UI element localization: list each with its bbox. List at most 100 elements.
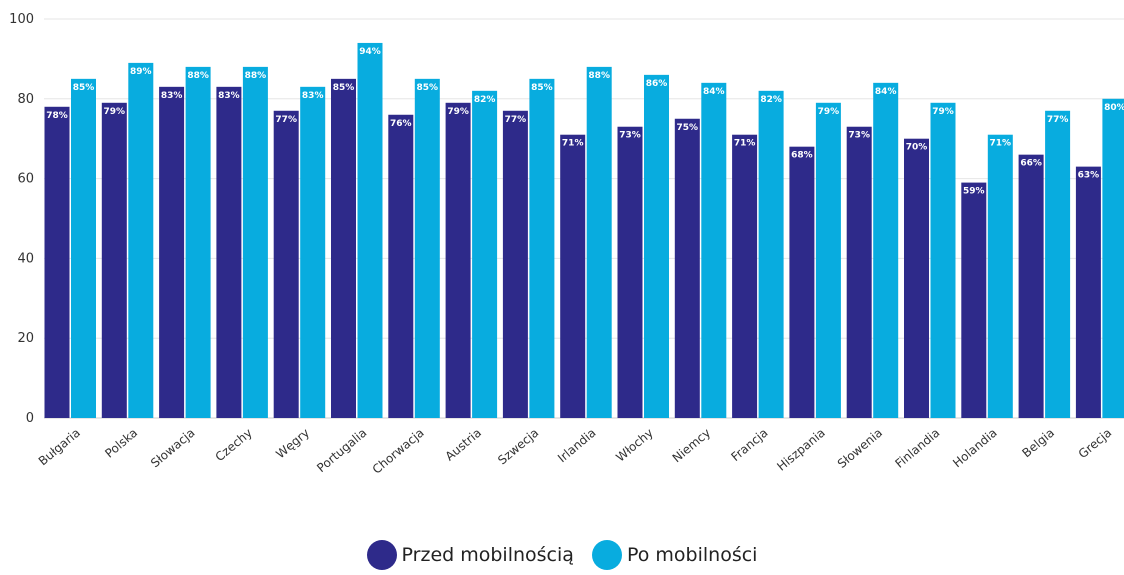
legend-swatch-before [367,540,397,570]
bar [503,111,528,418]
bar [789,147,814,418]
bar [1102,99,1124,418]
y-tick-label: 80 [17,92,34,107]
y-tick-label: 60 [17,172,34,187]
data-label: 85% [417,83,439,93]
legend-item-after: Po mobilności [592,540,758,570]
data-label: 85% [73,83,95,93]
bar [45,107,70,418]
bar [1045,111,1070,418]
bar [446,103,471,418]
bar [472,91,497,418]
bar [931,103,956,418]
data-label: 82% [474,95,496,105]
x-tick-label: Austria [443,426,484,464]
bar [243,67,268,418]
data-label: 76% [390,119,412,129]
data-label: 88% [187,71,209,81]
bar [274,111,299,418]
data-label: 88% [588,71,610,81]
legend-swatch-after [592,540,622,570]
x-tick-label: Włochy [613,426,656,465]
bar [644,75,669,418]
legend-item-before: Przed mobilnością [367,540,574,570]
x-tick-label: Słowenia [835,426,885,471]
legend-label-after: Po mobilności [627,544,758,566]
bar [128,63,153,418]
x-tick-label: Finlandia [892,426,942,471]
data-label: 86% [646,79,668,89]
x-tick-label: Węgry [273,426,312,462]
data-label: 84% [875,87,897,97]
bar [587,67,612,418]
bar [388,115,413,418]
data-label: 63% [1078,171,1100,181]
bar [816,103,841,418]
data-label: 84% [703,87,725,97]
bar [847,127,872,418]
data-label: 83% [161,91,183,101]
x-tick-label: Bułgaria [36,426,83,469]
data-label: 94% [359,47,381,57]
data-label: 68% [791,151,813,161]
data-label: 77% [275,115,297,125]
data-label: 79% [104,107,126,117]
data-label: 71% [734,139,756,149]
data-label: 75% [677,123,699,133]
x-tick-label: Grecja [1076,426,1115,462]
y-axis: 0 20 40 60 80 100 [9,12,34,426]
bar [675,119,700,418]
y-tick-label: 0 [26,411,34,426]
bar [701,83,726,418]
data-label: 79% [447,107,469,117]
bar [873,83,898,418]
data-label: 73% [848,131,870,141]
x-tick-label: Chorwacja [370,426,427,477]
data-label: 71% [990,139,1012,149]
bar [961,183,986,418]
bar [618,127,643,418]
data-label: 85% [531,83,553,93]
data-label: 79% [932,107,954,117]
bar [186,67,211,418]
data-label: 83% [302,91,324,101]
x-tick-label: Belgia [1019,426,1057,461]
data-label: 79% [818,107,840,117]
data-label: 71% [562,139,584,149]
bar [159,87,184,418]
data-label: 73% [619,131,641,141]
x-tick-label: Francja [728,426,770,465]
data-label: 78% [46,111,68,121]
x-tick-label: Irlandia [555,426,599,466]
bar [300,87,325,418]
bar [904,139,929,418]
bar [71,79,96,418]
bar [988,135,1013,418]
x-tick-label: Słowacja [148,426,197,471]
bar [415,79,440,418]
data-label: 77% [1047,115,1069,125]
data-label: 89% [130,67,152,77]
data-label: 85% [333,83,355,93]
bar [1076,167,1101,418]
legend: Przed mobilnością Po mobilności [0,540,1124,575]
y-tick-label: 100 [9,12,34,27]
bar [331,79,356,418]
x-tick-label: Portugalia [314,426,369,476]
y-tick-label: 20 [17,331,34,346]
bar-chart: 0 20 40 60 80 100 78% 85% 79% 89% 83% 88% 83% 88% 77%… [0,0,1124,530]
data-label: 59% [963,187,985,197]
x-tick-label: Holandia [950,426,1000,471]
x-tick-label: Polska [102,426,140,461]
bar [759,91,784,418]
bar [216,87,241,418]
legend-label-before: Przed mobilnością [402,544,574,566]
data-label: 80% [1104,103,1124,113]
y-tick-label: 40 [17,251,34,266]
bar [1019,155,1044,418]
bar [529,79,554,418]
x-tick-label: Szwecja [495,426,541,468]
data-label: 77% [505,115,527,125]
data-label: 88% [245,71,267,81]
